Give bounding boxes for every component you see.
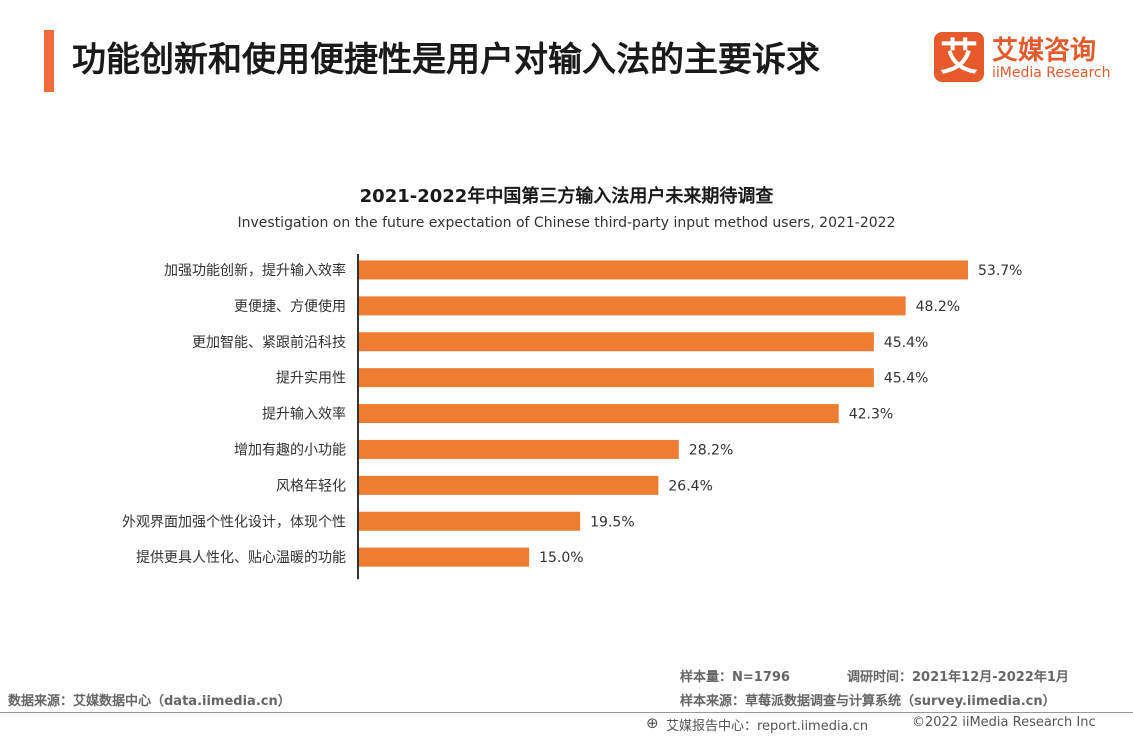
bar-7 (359, 511, 581, 531)
sample-source: 样本来源：草莓派数据调查与计算系统（survey.iimedia.cn） (680, 694, 1056, 709)
category-label-4: 提升输入效率 (262, 406, 346, 423)
value-label-4: 42.3% (849, 407, 893, 423)
copyright: ©2022 iiMedia Research Inc (912, 715, 1096, 730)
bar-6 (359, 475, 659, 495)
page-title: 功能创新和使用便捷性是用户对输入法的主要诉求 (72, 40, 820, 80)
logo-name-en: iiMedia Research (992, 65, 1111, 81)
logo-name-cn: 艾媒咨询 (992, 36, 1097, 66)
category-label-8: 提供更具人性化、贴心温暖的功能 (136, 550, 346, 566)
category-label-6: 风格年轻化 (276, 478, 346, 494)
value-label-8: 15.0% (539, 550, 583, 566)
value-label-6: 26.4% (668, 478, 712, 494)
category-label-0: 加强功能创新，提升输入效率 (164, 262, 346, 279)
bar-4 (359, 404, 839, 424)
value-label-7: 19.5% (590, 514, 634, 530)
bar-3 (359, 368, 874, 388)
value-label-1: 48.2% (916, 299, 960, 315)
category-label-3: 提升实用性 (276, 371, 346, 387)
data-source: 数据来源：艾媒数据中心（data.iimedia.cn） (8, 694, 291, 709)
bar-5 (359, 439, 679, 459)
iimedia-logo: 艾 艾媒咨询 iiMedia Research (934, 32, 1124, 86)
category-label-7: 外观界面加强个性化设计，体现个性 (122, 514, 346, 530)
category-label-1: 更便捷、方便使用 (234, 298, 346, 315)
globe-icon: ⊕ (646, 714, 659, 732)
report-center-link[interactable]: 艾媒报告中心：report.iimedia.cn (666, 719, 869, 734)
bar-1 (359, 296, 906, 316)
footer-divider (0, 712, 1133, 713)
value-label-5: 28.2% (689, 442, 733, 458)
title-accent-bar (44, 30, 54, 92)
value-label-3: 45.4% (884, 371, 928, 387)
bar-2 (359, 332, 874, 352)
survey-time: 调研时间：2021年12月-2022年1月 (847, 670, 1069, 685)
value-label-2: 45.4% (884, 335, 928, 351)
category-label-5: 增加有趣的小功能 (234, 442, 346, 458)
sample-size: 样本量：N=1796 (680, 670, 790, 685)
category-label-2: 更加智能、紧跟前沿科技 (192, 334, 346, 351)
bar-8 (359, 547, 530, 567)
value-label-0: 53.7% (978, 263, 1022, 279)
chart-title: 2021-2022年中国第三方输入法用户未来期待调查 (359, 186, 774, 207)
bar-0 (359, 260, 968, 280)
chart-subtitle: Investigation on the future expectation … (237, 215, 896, 231)
logo-mark-icon: 艾 (934, 32, 984, 82)
